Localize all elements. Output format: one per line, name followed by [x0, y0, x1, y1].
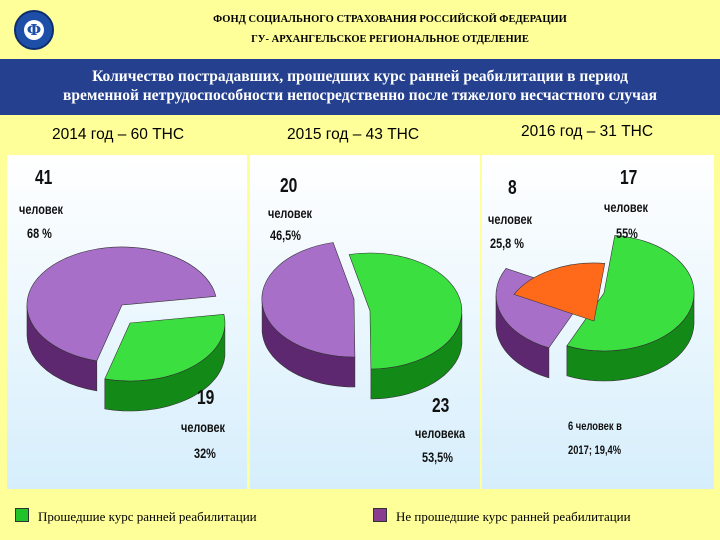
label-2014-not-passed-word: человек [19, 201, 63, 217]
pie-chart-2016-svg [482, 155, 714, 489]
legend-green-label: Прошедшие курс ранней реабилитации [38, 509, 257, 524]
header: Ф ФОНД СОЦИАЛЬНОГО СТРАХОВАНИЯ РОССИЙСКО… [0, 0, 720, 58]
label-2015-passed-word: человека [415, 425, 466, 441]
slice-2014-passed [104, 313, 226, 382]
slice-2016-other [513, 262, 606, 322]
label-2014-passed-word: человек [181, 419, 225, 435]
label-2014-passed-pct: 32% [194, 445, 216, 461]
chart-title-2016: 2016 год – 31 ТНС [521, 123, 654, 140]
label-2016-passed-count: 17 [620, 167, 638, 189]
org-subtitle: ГУ- АРХАНГЕЛЬСКОЕ РЕГИОНАЛЬНОЕ ОТДЕЛЕНИЕ [251, 34, 529, 45]
slice-2015-not-passed [261, 242, 356, 358]
slide-title-line2: временной нетрудоспособности непосредств… [63, 87, 657, 104]
pie-chart-2015: 20 человек 46,5% 23 человека 53,5% [250, 155, 480, 489]
slide-title-banner: Количество пострадавших, прошедших курс … [0, 59, 720, 115]
label-2014-not-passed-count: 41 [35, 167, 53, 189]
chart-title-2015: 2015 год – 43 ТНС [287, 126, 420, 143]
pie-chart-2014: 41 человек 68 % 19 человек 32% [7, 155, 247, 489]
label-2015-passed-count: 23 [432, 395, 450, 417]
legend-purple-swatch [373, 508, 387, 522]
label-2014-not-passed-pct: 68 % [27, 225, 52, 241]
legend-purple-label: Не прошедшие курс ранней реабилитации [396, 509, 631, 524]
label-2015-not-passed-count: 20 [280, 175, 298, 197]
pie-chart-2014-svg [7, 155, 247, 489]
fss-logo-icon: Ф [14, 10, 54, 50]
slide-title-line1: Количество пострадавших, прошедших курс … [92, 68, 628, 85]
pie-chart-2016: 8 человек 25,8 % 17 человек 55% 6 челове… [482, 155, 714, 489]
label-2015-not-passed-word: человек [268, 205, 312, 221]
label-2016-passed-word: человек [604, 199, 648, 215]
chart-title-2014: 2014 год – 60 ТНС [52, 126, 185, 143]
slice-2016-passed [566, 235, 695, 352]
slice-2015-passed [348, 252, 463, 370]
label-2016-other-line1: 6 человек в [568, 419, 622, 433]
label-2015-not-passed-pct: 46,5% [270, 227, 301, 243]
legend-green-swatch [15, 508, 29, 522]
label-2016-other-line2: 2017; 19,4% [568, 443, 622, 457]
label-2016-not-passed-word: человек [488, 211, 532, 227]
label-2015-passed-pct: 53,5% [422, 449, 453, 465]
label-2016-not-passed-pct: 25,8 % [490, 235, 525, 251]
pie-chart-2015-svg [250, 155, 480, 489]
label-2014-passed-count: 19 [197, 387, 215, 409]
slice-2014-not-passed [26, 246, 217, 362]
label-2016-not-passed-count: 8 [508, 177, 517, 199]
org-title: ФОНД СОЦИАЛЬНОГО СТРАХОВАНИЯ РОССИЙСКОЙ … [213, 14, 567, 25]
label-2016-passed-pct: 55% [616, 225, 638, 241]
